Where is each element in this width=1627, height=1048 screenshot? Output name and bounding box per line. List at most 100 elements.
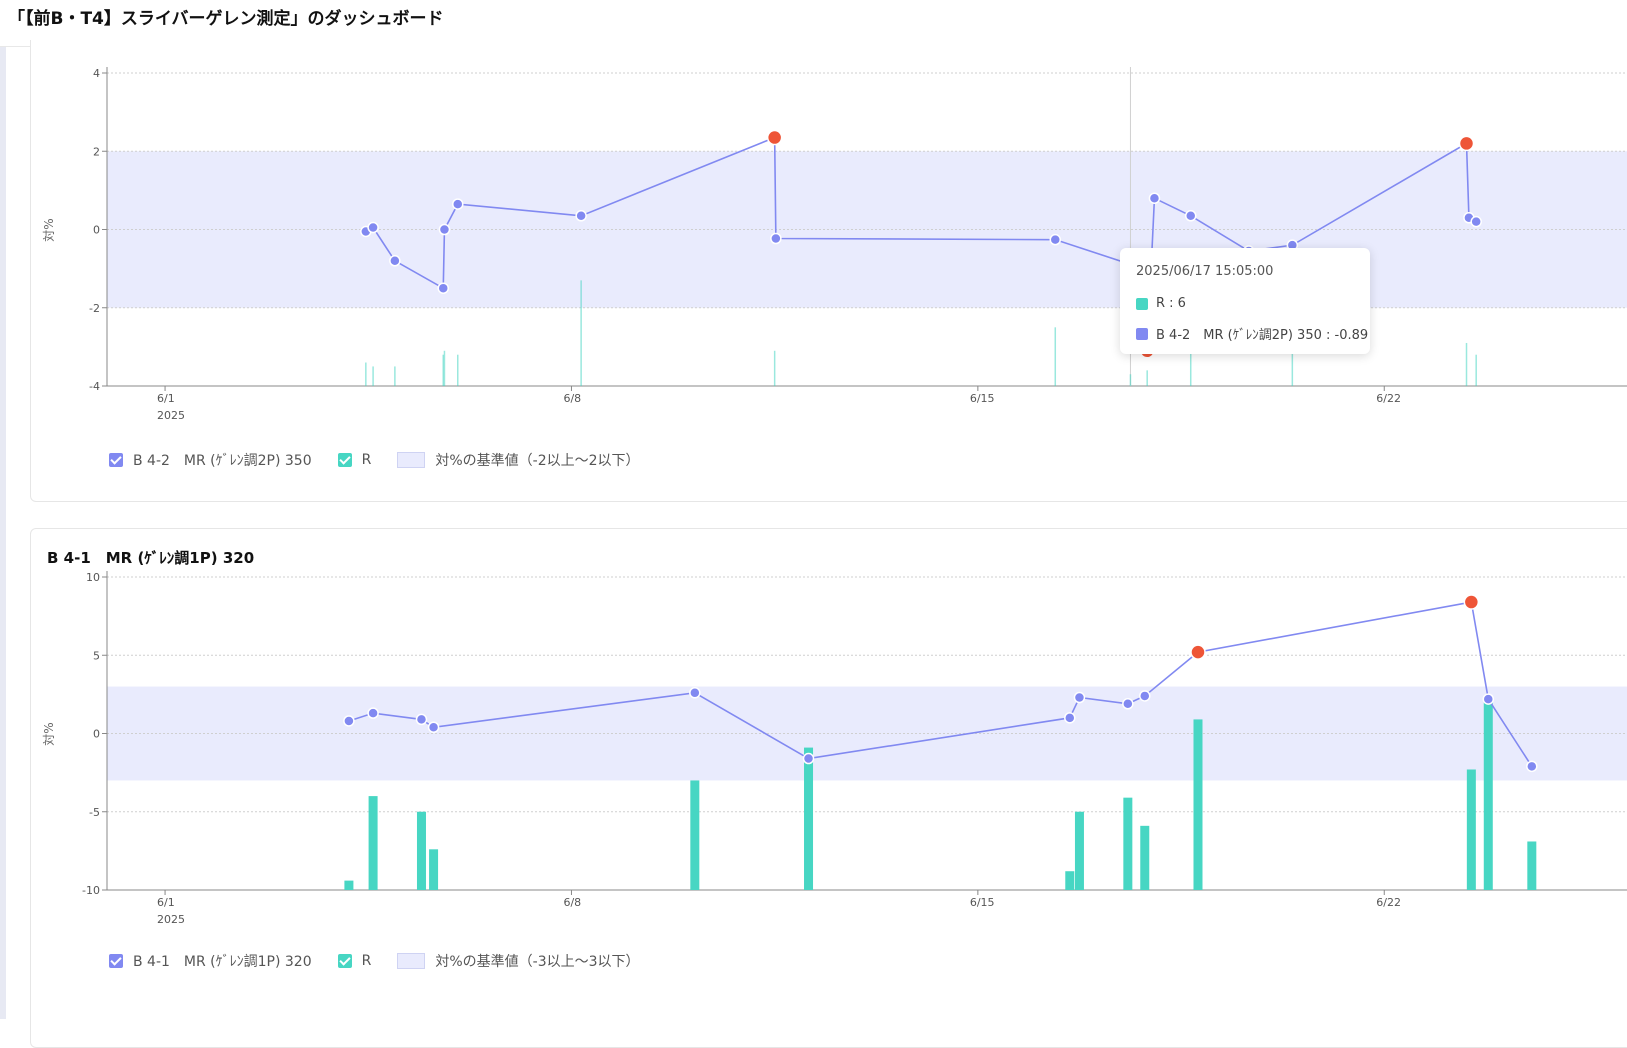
tooltip-mr-text: B 4-2 MR (ｹﾞﾚﾝ調2P) 350 : -0.89	[1156, 328, 1369, 343]
r-bar	[365, 362, 367, 386]
r-bar	[429, 849, 439, 890]
r-bar	[1291, 327, 1294, 386]
tooltip-time: 2025/06/17 15:05:00	[1136, 264, 1274, 279]
y-axis-title: 対%	[42, 722, 56, 745]
mr-point	[689, 687, 701, 699]
r-bar	[1466, 769, 1476, 890]
r-bar	[457, 354, 459, 386]
left-rail	[0, 47, 6, 1019]
r-bar	[416, 811, 426, 890]
mr-point	[1526, 760, 1538, 773]
r-bar	[690, 780, 700, 890]
checkbox-checked-icon[interactable]	[109, 954, 123, 968]
legend-toggle-r[interactable]: R	[337, 452, 372, 468]
mr-point	[1049, 233, 1062, 246]
y-tick-label: 0	[93, 224, 100, 237]
mr-point-alert	[1458, 135, 1475, 152]
y-tick-label: 2	[93, 145, 100, 158]
r-bar	[1465, 342, 1468, 386]
legend-b41: B 4-1 MR (ｹﾞﾚﾝ調1P) 320 R 対%の基準値（-3以上～3以下…	[109, 951, 666, 971]
mr-point	[437, 282, 449, 294]
legend-r-label: R	[361, 953, 372, 969]
mr-point	[1139, 690, 1151, 702]
y-tick-label: 4	[93, 67, 100, 80]
r-bar	[1065, 871, 1075, 890]
legend-mr-label: B 4-1 MR (ｹﾞﾚﾝ調1P) 320	[133, 954, 312, 970]
legend-toggle-r[interactable]: R	[337, 953, 372, 969]
r-bar	[1074, 811, 1084, 890]
legend-band-label: 対%の基準値（-3以上～3以下）	[435, 954, 640, 970]
checkbox-checked-icon[interactable]	[337, 453, 352, 467]
checkbox-checked-icon[interactable]	[109, 453, 123, 467]
x-tick-label: 6/8	[563, 392, 581, 405]
legend-toggle-mr[interactable]: B 4-2 MR (ｹﾞﾚﾝ調2P) 350	[109, 450, 312, 470]
y-tick-label: -5	[89, 806, 100, 819]
r-bar	[1140, 825, 1150, 890]
r-bar	[344, 880, 354, 890]
band-swatch-icon	[397, 452, 426, 468]
mr-point-alert	[1190, 644, 1206, 660]
legend-mr-label: B 4-2 MR (ｹﾞﾚﾝ調2P) 350	[133, 453, 312, 469]
r-bar	[442, 354, 444, 386]
legend-b42: B 4-2 MR (ｹﾞﾚﾝ調2P) 350 R 対%の基準値（-2以上～2以下…	[109, 450, 666, 470]
r-bar	[368, 796, 378, 890]
mr-point	[367, 221, 379, 234]
r-bar	[1193, 719, 1203, 890]
r-bar	[1483, 702, 1493, 890]
mr-point	[1482, 693, 1495, 705]
mr-point	[343, 715, 355, 727]
mr-point-alert	[1463, 594, 1480, 610]
mr-point	[389, 255, 401, 267]
r-bar	[580, 280, 582, 386]
r-swatch-icon	[1136, 297, 1148, 310]
x-year-label: 2025	[157, 913, 185, 926]
chart-tooltip: 2025/06/17 15:05:00 R : 6 B 4-2 MR (ｹﾞﾚﾝ…	[1120, 248, 1370, 354]
mr-point	[415, 713, 428, 726]
legend-band-label: 対%の基準値（-2以上～2以下）	[435, 453, 640, 469]
mr-point	[1064, 712, 1076, 724]
x-tick-label: 6/1	[157, 392, 175, 405]
chart-panel-b42: 4 2 0 -2 -4 6/1 6/8 6/15 6/22 2025 対% B 4-2 MR (ｹﾞ…	[30, 40, 1627, 502]
x-tick-label: 6/15	[970, 392, 995, 405]
r-bar	[1054, 327, 1057, 386]
tooltip-row-r: R : 6	[1136, 296, 1186, 311]
r-bar	[443, 350, 446, 386]
r-bar	[1475, 354, 1477, 386]
mr-point	[802, 752, 815, 765]
page-title: 「【前B・T4】スライバーゲレン測定」のダッシュボード	[8, 9, 444, 29]
chart-b42: 4 2 0 -2 -4 6/1 6/8 6/15 6/22 2025 対%	[42, 67, 1627, 422]
mr-swatch-icon	[1136, 327, 1148, 340]
mr-point	[1470, 215, 1482, 228]
legend-r-label: R	[361, 452, 372, 468]
x-tick-label: 6/15	[970, 896, 995, 909]
y-tick-label: -4	[89, 380, 100, 393]
tooltip-row-mr: B 4-2 MR (ｹﾞﾚﾝ調2P) 350 : -0.89	[1136, 324, 1368, 343]
r-bar	[1123, 797, 1133, 890]
r-bar	[804, 747, 814, 890]
mr-point	[1184, 210, 1197, 222]
x-tick-label: 6/8	[563, 896, 581, 909]
y-tick-label: -2	[89, 302, 100, 315]
mr-point	[1122, 698, 1134, 710]
y-tick-label: 0	[93, 728, 100, 741]
mr-point	[452, 198, 464, 210]
legend-toggle-mr[interactable]: B 4-1 MR (ｹﾞﾚﾝ調1P) 320	[109, 951, 312, 971]
r-bar	[1129, 374, 1132, 386]
checkbox-checked-icon[interactable]	[337, 954, 352, 968]
x-year-label: 2025	[157, 409, 185, 422]
r-bar	[1189, 327, 1192, 386]
r-bar	[394, 366, 396, 386]
legend-band: 対%の基準値（-2以上～2以下）	[397, 450, 640, 470]
legend-band: 対%の基準値（-3以上～3以下）	[397, 951, 640, 971]
r-bar	[1527, 841, 1537, 890]
chart-b41: 10 5 0 -5 -10 6/1 6/8 6/15 6/22 2025 対%	[42, 571, 1627, 926]
x-tick-label: 6/22	[1376, 392, 1401, 405]
mr-point	[427, 721, 440, 733]
mr-point	[575, 210, 587, 222]
y-tick-label: -10	[82, 884, 100, 897]
mr-point	[367, 707, 379, 719]
mr-point	[1148, 192, 1161, 204]
mr-point	[770, 232, 782, 245]
chart-title-b41: B 4-1 MR (ｹﾞﾚﾝ調1P) 320	[47, 549, 255, 567]
tooltip-r-text: R : 6	[1156, 296, 1186, 311]
